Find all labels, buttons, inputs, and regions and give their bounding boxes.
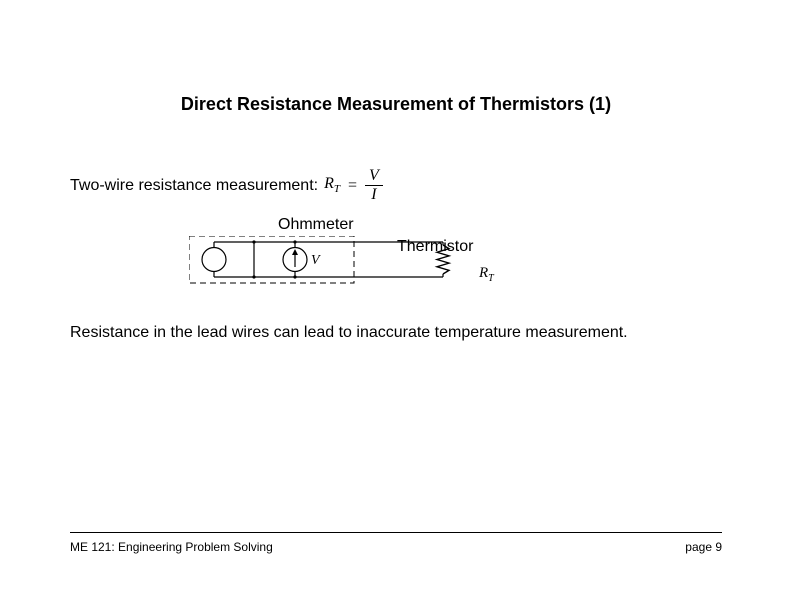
footer-course: ME 121: Engineering Problem Solving bbox=[70, 540, 273, 554]
measurement-text: Two-wire resistance measurement: bbox=[70, 177, 318, 195]
formula-fraction: V I bbox=[365, 168, 383, 203]
footer-divider bbox=[70, 532, 722, 533]
svg-text:V: V bbox=[311, 253, 321, 268]
formula: RT = V I bbox=[324, 168, 383, 203]
rt-base: R bbox=[479, 265, 488, 281]
formula-denominator: I bbox=[367, 187, 380, 203]
ohmmeter-label: Ohmmeter bbox=[278, 216, 354, 234]
rt-label: RT bbox=[479, 265, 494, 284]
formula-numerator: V bbox=[365, 168, 383, 184]
slide-title: Direct Resistance Measurement of Thermis… bbox=[0, 94, 792, 115]
formula-lhs-base: R bbox=[324, 175, 334, 192]
formula-eq: = bbox=[348, 177, 357, 195]
circuit-diagram: V bbox=[189, 236, 479, 286]
formula-lhs-sub: T bbox=[334, 184, 340, 196]
footer-page: page 9 bbox=[685, 540, 722, 554]
measurement-line: Two-wire resistance measurement: RT = V … bbox=[70, 168, 383, 203]
rt-sub: T bbox=[488, 273, 494, 284]
note-text: Resistance in the lead wires can lead to… bbox=[70, 324, 628, 342]
